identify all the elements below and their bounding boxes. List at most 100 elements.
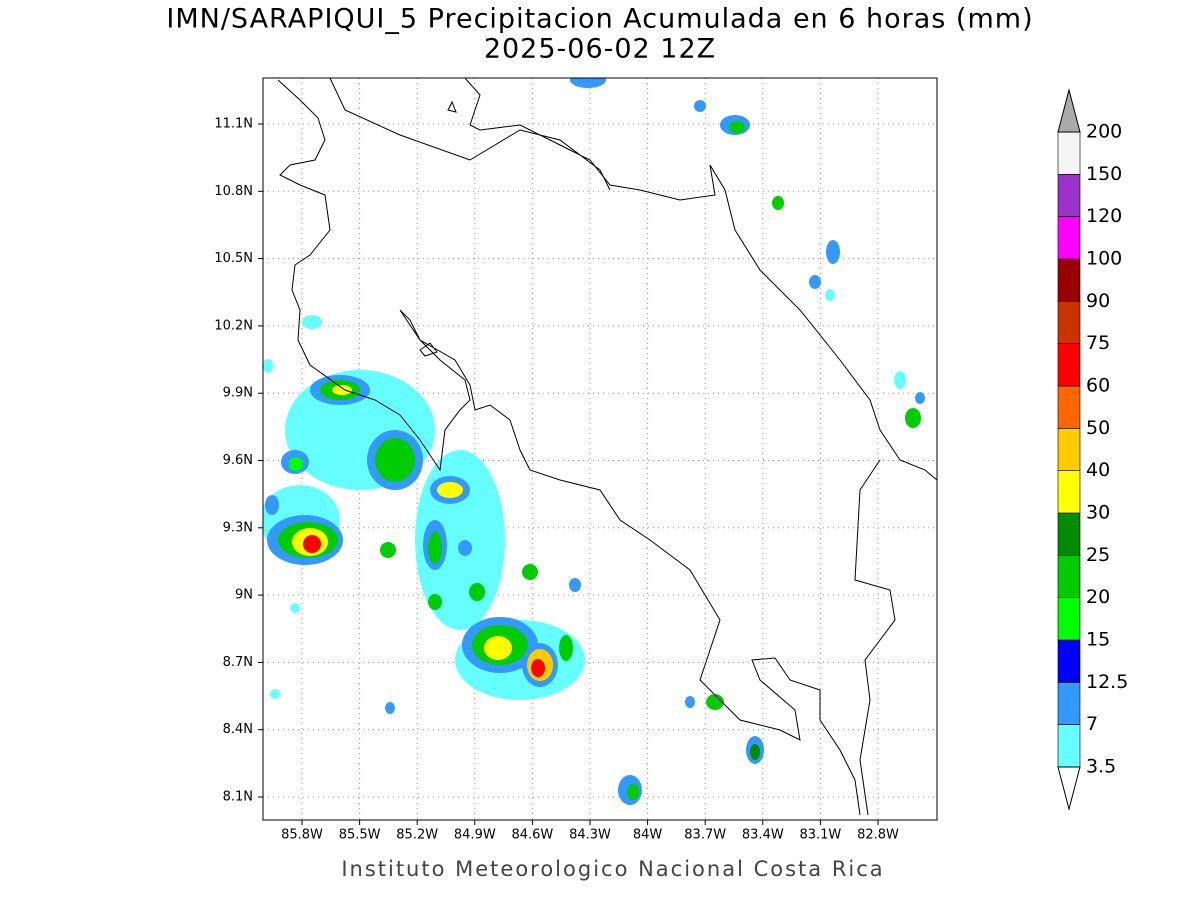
rain-area [469,583,485,601]
lon-tick-label: 85.5W [339,828,381,843]
rain-area [905,408,921,428]
rain-area [458,540,472,556]
rain-area [437,482,463,498]
lon-tick-label: 85.2W [396,828,438,843]
colorbar-label: 25 [1086,544,1110,566]
map-frame [262,77,938,821]
lat-tick-label: 10.5N [214,251,253,266]
rain-area [265,495,279,515]
lat-tick-label: 9N [235,588,253,603]
rain-area [915,392,925,404]
lat-tick-label: 9.3N [223,520,253,535]
border [329,78,611,191]
color-swatch [1057,131,1081,175]
lon-tick-label: 82.8W [857,828,899,843]
rain-area [570,78,606,88]
rain-area [289,457,303,471]
lat-tick-label: 9.9N [223,386,253,401]
color-swatch [1057,385,1081,429]
lat-tick-label: 8.4N [223,722,253,737]
color-swatch [1057,597,1081,641]
lat-tick-label: 8.1N [223,790,253,805]
color-swatch [1057,428,1081,471]
rain-area [428,594,442,610]
lon-tick-label: 85.8W [281,828,323,843]
colorbar-label: 200 [1086,121,1122,143]
rain-area [375,438,415,482]
lon-tick-label: 84.6W [511,828,553,843]
rain-area [750,744,760,760]
rain-area [559,635,573,661]
under-triangle [1057,766,1081,811]
lon-tick-label: 83.1W [799,828,841,843]
rain-area [302,315,322,329]
colorbar: 3.5 7 12.5 15 20 25 30 40 50 60 75 90 100 120 150 200 [1057,88,1128,811]
colorbar-label: 150 [1086,163,1122,185]
border [854,459,896,816]
color-swatch [1057,343,1081,387]
island [419,342,438,357]
color-swatch [1057,258,1081,302]
colorbar-label: 40 [1086,459,1110,481]
rain-area [270,689,280,699]
colorbar-label: 50 [1086,417,1110,439]
colorbar-label: 15 [1086,629,1110,651]
rain-area [569,578,581,592]
lat-tick-label: 8.7N [223,655,253,670]
lat-tick-label: 9.6N [223,453,253,468]
rain-area [706,694,724,710]
colorbar-label: 120 [1086,205,1122,227]
footer: Instituto Meteorologico Nacional Costa R… [341,857,884,881]
pacific-coast [277,79,861,816]
colorbar-label: 3.5 [1086,756,1116,778]
color-swatch [1057,555,1081,598]
caribbean-coast [464,78,937,481]
over-triangle [1057,88,1081,133]
color-swatch [1057,174,1081,217]
rain-area [263,359,273,373]
rain-area [627,784,639,800]
rain-area [729,121,745,133]
rain-area [290,603,300,613]
rain-area [428,532,442,564]
color-swatch [1057,639,1081,683]
island [447,100,457,113]
rain-area [303,535,321,553]
rain-area [809,275,821,289]
color-swatch [1057,724,1081,768]
colorbar-label: 75 [1086,332,1110,354]
rain-area [484,636,512,660]
subtitle: 2025-06-02 12Z [484,34,716,65]
rain-area [380,542,396,558]
precipitation [263,78,925,805]
color-swatch [1057,216,1081,260]
lon-tick-label: 84.9W [454,828,496,843]
rain-area [531,659,545,677]
colorbar-label: 100 [1086,248,1122,270]
rain-area [826,240,840,264]
colorbar-label: 60 [1086,375,1110,397]
rain-area [522,564,538,580]
lat-tick-label: 10.2N [214,318,253,333]
title: IMN/SARAPIQUI_5 Precipitacion Acumulada … [166,4,1033,35]
lat-tick-label: 10.8N [214,184,253,199]
colorbar-label: 20 [1086,586,1110,608]
lon-tick-label: 83.7W [684,828,726,843]
rain-area [694,100,706,112]
lat-tick-label: 11.1N [214,117,253,132]
colorbar-label: 90 [1086,290,1110,312]
coastlines [277,78,937,816]
lon-tick-label: 84W [633,828,663,843]
rain-area [772,196,784,210]
color-swatch [1057,682,1081,725]
rain-area [894,371,906,389]
color-swatch [1057,470,1081,514]
colorbar-label: 7 [1086,713,1098,735]
colorbar-label: 30 [1086,502,1110,524]
rain-area [332,385,352,395]
rain-area [385,702,395,714]
lon-tick-label: 83.4W [742,828,784,843]
colorbar-label: 12.5 [1086,671,1128,693]
lon-tick-label: 84.3W [569,828,611,843]
